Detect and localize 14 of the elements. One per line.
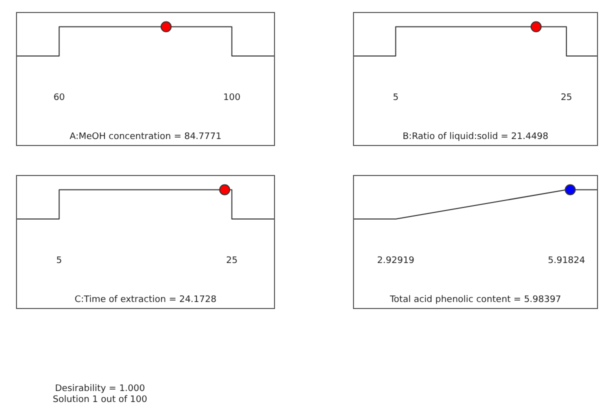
x-axis-title: Total acid phenolic content = 5.98397 <box>388 294 562 305</box>
x-tick-label: 5 <box>392 93 399 104</box>
x-tick-label: 5.91824 <box>548 256 586 266</box>
x-axis-title: C:Time of extraction = 24.1728 <box>74 294 217 305</box>
x-axis-title: A:MeOH concentration = 84.7771 <box>70 132 222 142</box>
text: Desirability = 1.000 <box>54 384 146 395</box>
x-tick-label: 25 <box>226 256 238 266</box>
x-tick-label: 100 <box>223 93 241 104</box>
x-tick-label: 60 <box>53 93 66 104</box>
x-tick-label: 5 <box>56 256 62 266</box>
x-tick-label: 25 <box>560 93 572 104</box>
text: Solution 1 out of 100 <box>52 395 148 406</box>
x-axis-title: B:Ratio of liquid:solid = 21.4498 <box>402 132 549 142</box>
x-tick-label: 2.92919 <box>377 256 415 266</box>
